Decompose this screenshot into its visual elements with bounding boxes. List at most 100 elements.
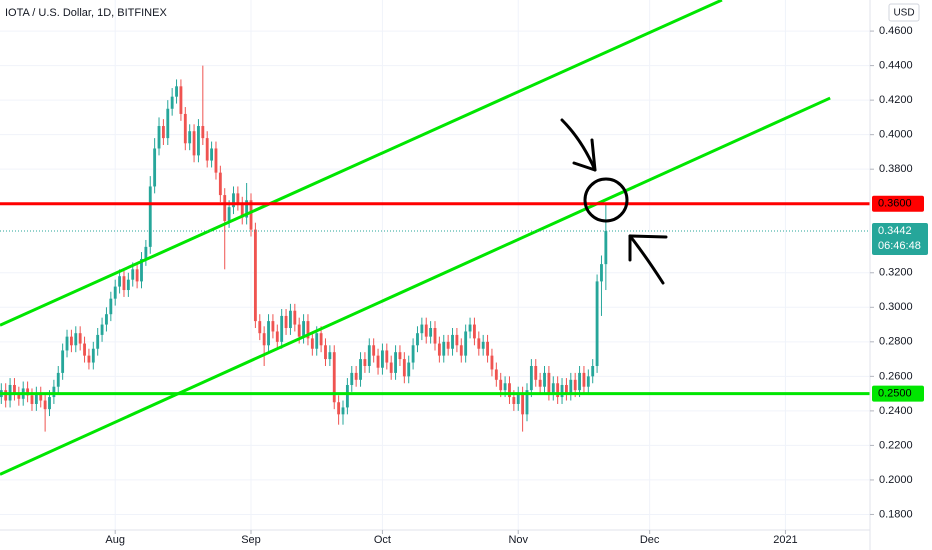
candle-body (214, 148, 218, 173)
candle-body (538, 379, 542, 387)
candle-body (258, 321, 262, 334)
candle-body (135, 269, 139, 282)
candle-body (402, 359, 406, 377)
last-price-box (872, 222, 928, 255)
candle-body (227, 207, 231, 221)
level-label: 0.2500 (878, 388, 912, 400)
candle-body (494, 369, 498, 380)
candle-body (573, 379, 577, 391)
candle-body (385, 350, 389, 363)
candle-body (56, 372, 60, 387)
candle-body (297, 324, 301, 337)
candle-body (210, 148, 214, 161)
level-label: 0.3600 (878, 198, 912, 210)
plot-area (0, 0, 870, 476)
candle-body (122, 276, 126, 291)
currency-label[interactable]: USD (893, 8, 914, 19)
candle-body (280, 315, 284, 342)
candle-body (113, 286, 117, 299)
candle-body (170, 96, 174, 109)
candle-body (96, 334, 100, 349)
candle-body (468, 324, 472, 332)
candle-body (175, 86, 178, 97)
candle-body (564, 384, 568, 394)
level-label-box (872, 385, 924, 402)
candle-body (578, 372, 581, 391)
level-label-box (872, 195, 924, 212)
candle-body (490, 355, 494, 370)
candle-body (61, 350, 65, 373)
candle-body (218, 172, 222, 196)
candle-body (407, 362, 411, 377)
candle-body (521, 393, 525, 415)
candle-body (337, 402, 341, 415)
candle-body (389, 362, 393, 373)
candle-body (529, 365, 533, 391)
candle-body (543, 372, 546, 387)
candle-body (192, 131, 196, 156)
candle-body (126, 279, 130, 291)
candle-body (363, 359, 367, 366)
candle-body (376, 355, 380, 368)
candle-body (205, 138, 209, 161)
candle-body (17, 393, 21, 399)
candle-body (477, 338, 481, 349)
candle-body (367, 345, 371, 366)
candle-body (556, 383, 560, 398)
y-tick-label: 0.3000 (879, 301, 913, 313)
x-tick-label: Dec (640, 534, 660, 546)
arrow-shaft (560, 118, 597, 172)
candle-body (245, 200, 249, 218)
candle-body (43, 400, 47, 410)
candle-body (271, 321, 275, 332)
candle-body (153, 148, 157, 187)
candle-body (416, 333, 419, 346)
candle-body (201, 126, 205, 139)
y-tick-label: 0.2600 (879, 370, 913, 382)
candle-body (39, 393, 43, 401)
candle-body (183, 113, 187, 144)
candle-body (262, 333, 266, 346)
y-tick-label: 0.1800 (879, 508, 913, 520)
y-tick-label: 0.2000 (879, 474, 913, 486)
candle-body (569, 379, 573, 394)
x-tick-label: 2021 (773, 534, 797, 546)
candle-body (341, 407, 345, 415)
candle-body (359, 359, 362, 380)
candle-body (157, 126, 161, 149)
candle-body (420, 324, 424, 334)
candle-body (499, 379, 503, 391)
candle-body (315, 333, 319, 349)
candle-body (267, 321, 270, 346)
candle-body (161, 126, 165, 139)
candle-body (87, 355, 91, 363)
candle-body (455, 334, 459, 346)
candle-body (481, 341, 485, 349)
highlight-circle (583, 177, 629, 223)
candle-body (188, 131, 192, 144)
x-tick-label: Aug (105, 534, 125, 546)
candle-body (433, 328, 437, 344)
candle-body (236, 193, 240, 204)
candle-body (140, 258, 143, 282)
arrow-shaft (628, 234, 665, 285)
candle-body (503, 383, 507, 391)
candle-body (473, 324, 476, 339)
candle-body (65, 336, 69, 351)
candle-body (381, 350, 384, 368)
y-tick-label: 0.4600 (879, 25, 913, 37)
countdown-label: 06:46:48 (878, 240, 921, 252)
candle-body (131, 269, 135, 280)
candle-body (30, 395, 34, 404)
currency-box[interactable] (888, 3, 920, 22)
candle-body (197, 126, 200, 156)
y-tick-label: 0.2200 (879, 439, 913, 451)
candle-body (372, 345, 376, 356)
candle-body (394, 352, 397, 373)
candle-body (91, 348, 95, 363)
candle-body (105, 314, 108, 325)
candle-body (148, 186, 152, 247)
candle-body (118, 276, 122, 287)
